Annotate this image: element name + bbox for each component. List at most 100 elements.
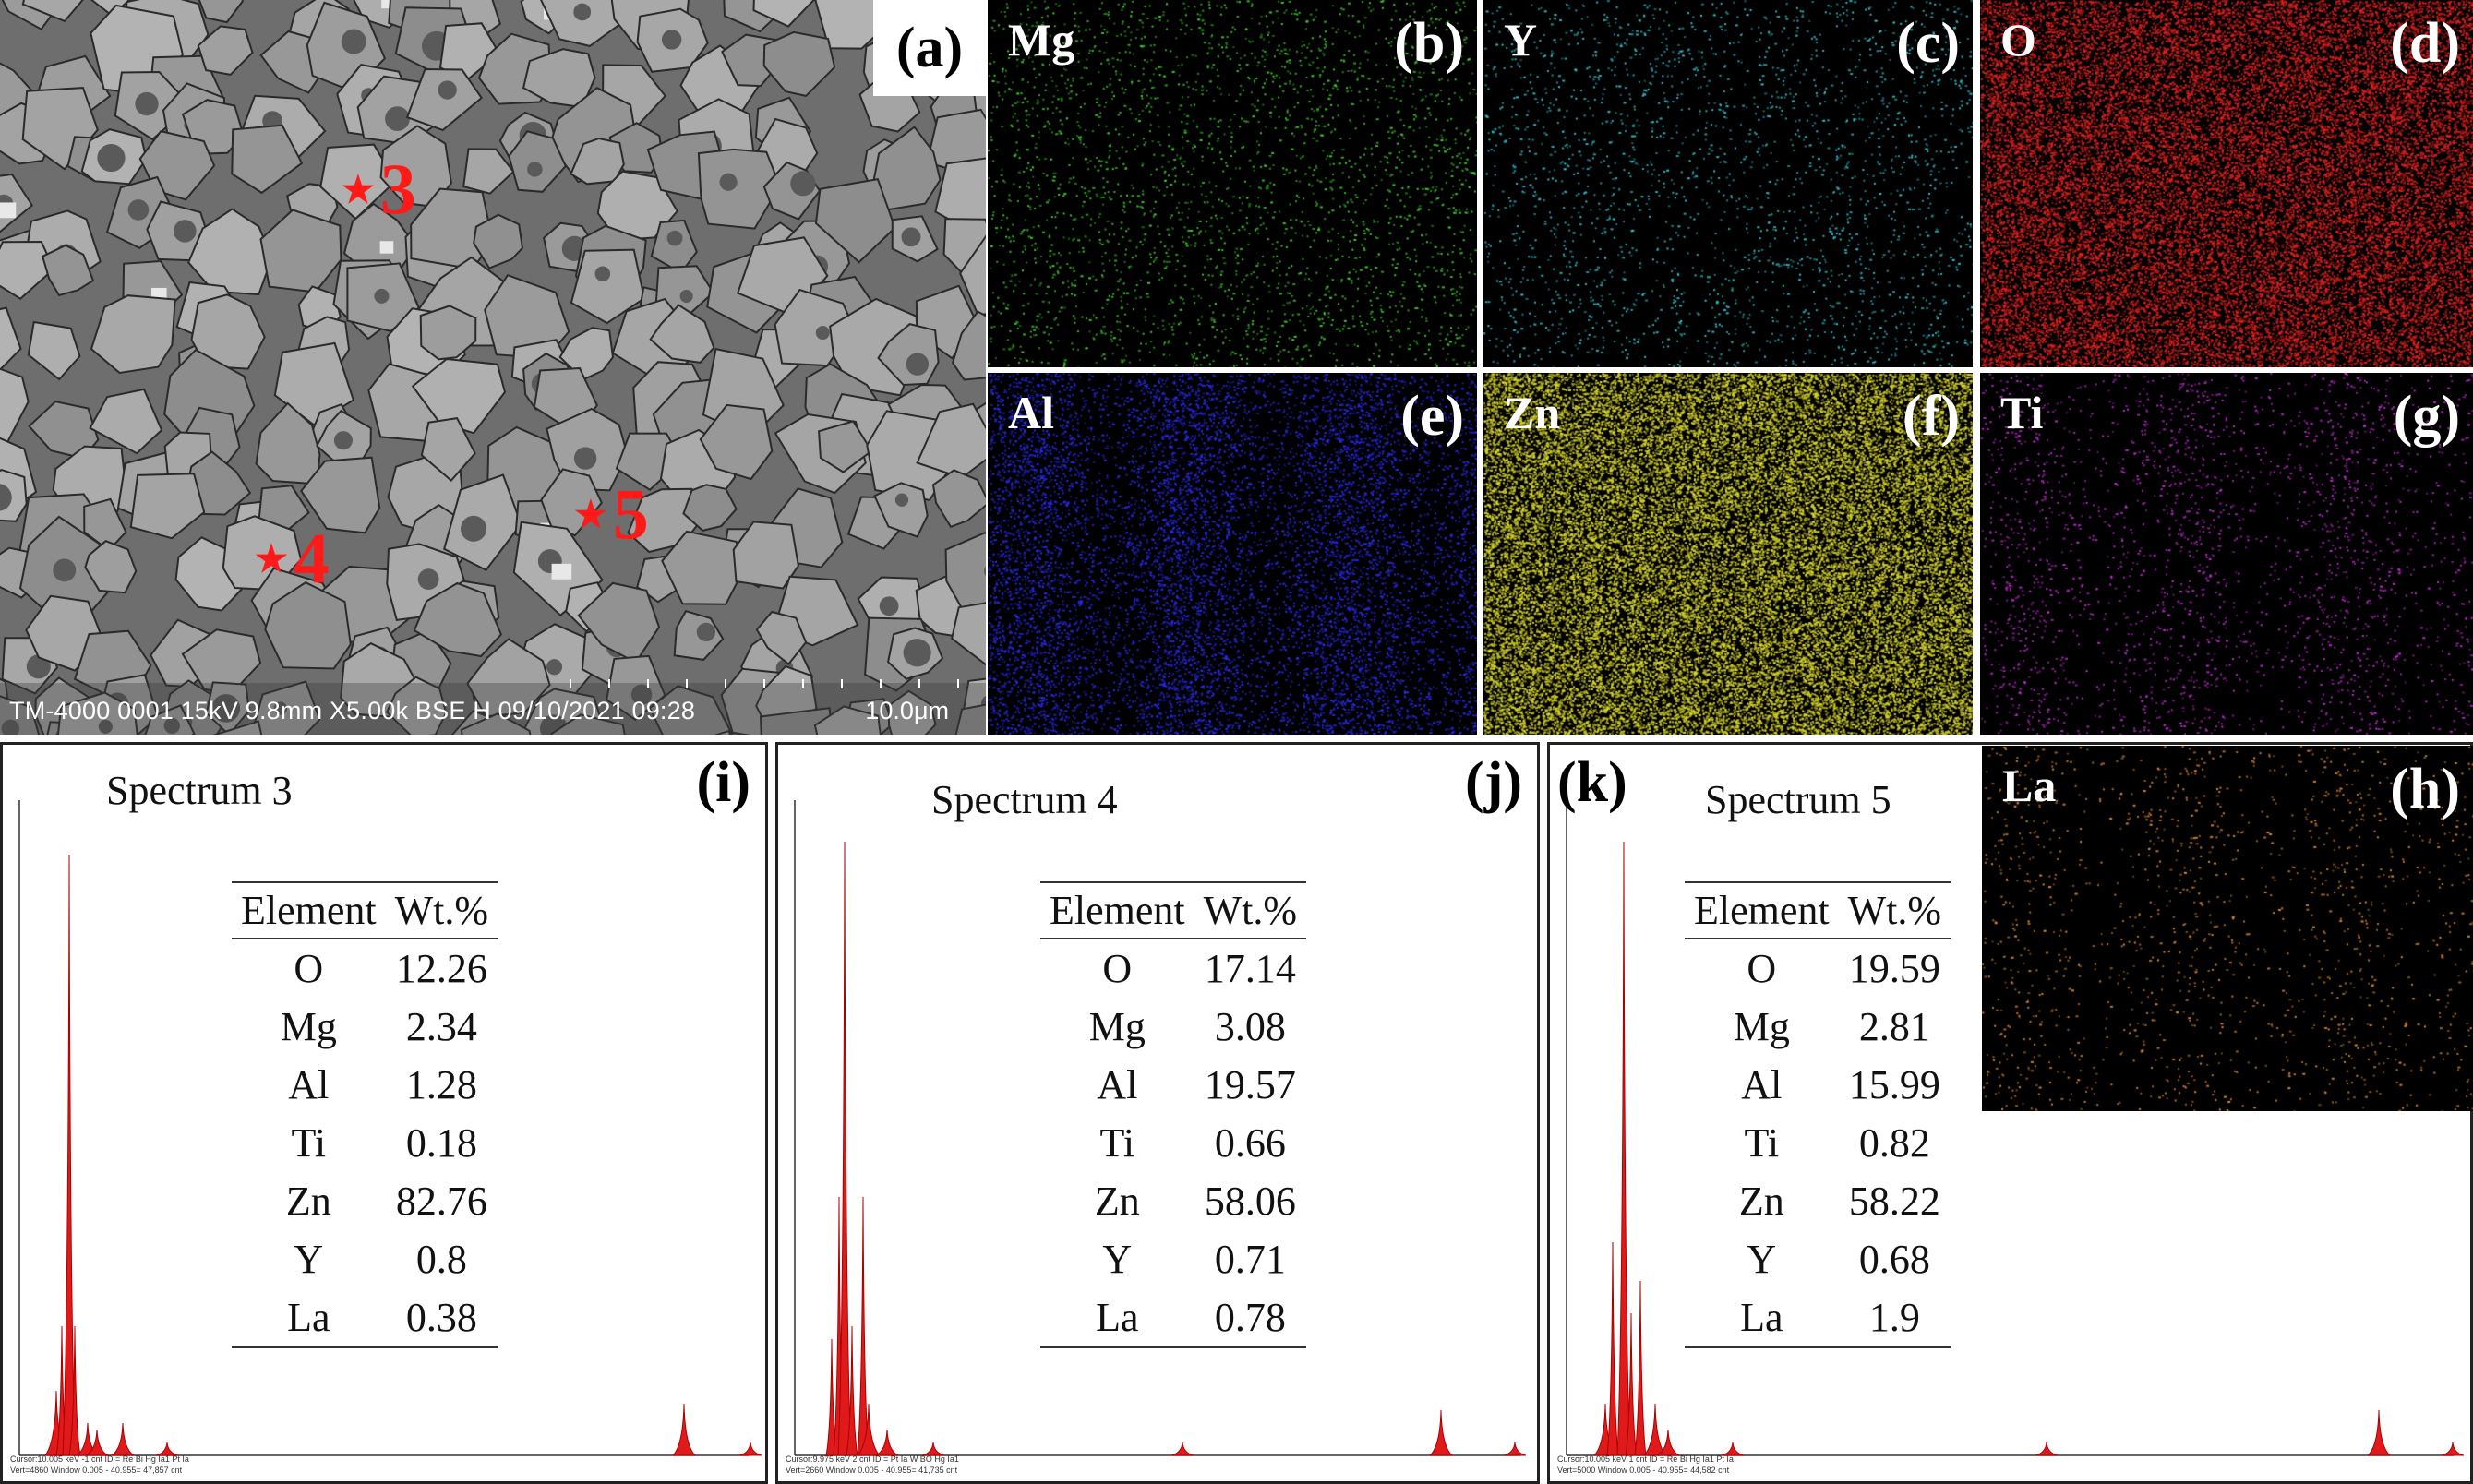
column-header: Wt.% (385, 881, 498, 939)
spectrum-peak (671, 1403, 697, 1456)
panel-letter-h: (h) (2390, 758, 2460, 820)
panel-letter-f: (f) (1903, 385, 1960, 448)
map-dots (1980, 0, 2473, 367)
table-row: Y 0.8 (294, 1237, 467, 1282)
spectrum-title: Spectrum 4 (931, 777, 1118, 822)
table-row: La 1.9 (1685, 1288, 1951, 1348)
spectrum-peak (921, 1442, 945, 1456)
map-dots (1483, 0, 1973, 367)
map-dots (1980, 373, 2473, 735)
panel-letter-c: (c) (1896, 12, 1960, 75)
table-row: Ti 0.66 (1099, 1120, 1286, 1166)
panel-letter-g: (g) (2393, 385, 2460, 448)
spectrum-footer: Cursor:10.005 keV 1 cnt ID = Re Bi Hg Ia… (1557, 1454, 1734, 1475)
column-header: Element (232, 881, 386, 939)
element-label: Y (1504, 14, 1538, 66)
table-row: O 12.26 (294, 946, 487, 991)
spot-marker-4: ★ 4 (255, 518, 330, 598)
element-label: Ti (2000, 387, 2044, 438)
spectrum-peak (1721, 1442, 1745, 1456)
spectrum-panel-3: Spectrum 3 (i) Element Wt.% O 12.26 Mg 2.3… (0, 742, 768, 1484)
table-row: Mg 2.34 (280, 1004, 477, 1049)
spectrum-peak (110, 1422, 136, 1456)
star-icon: ★ (574, 493, 607, 535)
spectrum-footer: Cursor:10.005 keV -1 cnt ID = Re Bi Hg I… (10, 1454, 189, 1475)
spectrum-peak (738, 1442, 762, 1456)
element-label: Zn (1504, 387, 1561, 438)
element-label: Al (1008, 387, 1054, 438)
spectrum-peak (1625, 1312, 1638, 1456)
table-row: O 17.14 (1102, 946, 1296, 991)
spectrum-peak (1642, 1403, 1668, 1456)
spot-marker-3: ★ 3 (342, 149, 416, 229)
composition-table: Element Wt.% O 19.59 Mg 2.81 Al 15.99 Ti 0.8… (1685, 881, 1951, 1348)
panel-letter-i: (i) (696, 751, 750, 814)
table-row: Ti 0.18 (291, 1120, 477, 1166)
spectrum-peak (857, 1196, 870, 1456)
table-row: Zn 58.06 (1094, 1179, 1296, 1224)
table-row: Y 0.68 (1747, 1237, 1930, 1282)
star-icon: ★ (255, 537, 288, 580)
table-row: Zn 82.76 (285, 1179, 487, 1224)
column-header: Wt.% (1194, 881, 1307, 939)
spectrum-panel-4: Spectrum 4 (j) Element Wt.% O 17.14 Mg 3.0… (775, 742, 1540, 1484)
table-row: Y 0.71 (1102, 1237, 1286, 1282)
panel-letter-e: (e) (1400, 385, 1464, 448)
map-dots (988, 373, 1477, 735)
panel-letter-d: (d) (2390, 12, 2460, 75)
table-row: Mg 3.08 (1088, 1004, 1286, 1049)
table-row: Zn 58.22 (1738, 1179, 1940, 1224)
spectrum-peak (1606, 1241, 1619, 1456)
spectrum-peak (856, 1403, 882, 1456)
element-label: Mg (1008, 14, 1075, 66)
panel-letter-k: (k) (1557, 751, 1627, 814)
map-la: La (h) (1982, 746, 2473, 1111)
map-dots (1483, 373, 1973, 735)
table-row: Al 15.99 (1741, 1062, 1940, 1107)
star-icon: ★ (342, 168, 375, 210)
spectrum-peak (1634, 1280, 1647, 1456)
spectrum-peak (2441, 1442, 2465, 1456)
table-row: Mg 2.81 (1733, 1004, 1930, 1049)
column-header: Element (1685, 881, 1839, 939)
column-header: Element (1040, 881, 1194, 939)
panel-letter-b: (b) (1394, 12, 1464, 75)
spectrum-peak (155, 1442, 179, 1456)
map-al: Al (e) (988, 373, 1477, 735)
sem-micrograph (0, 0, 986, 735)
spectrum-plot (794, 800, 1527, 1456)
scale-bar-label: 10.0μm (865, 697, 949, 724)
map-mg: Mg (b) (988, 0, 1477, 367)
composition-table: Element Wt.% O 12.26 Mg 2.34 Al 1.28 Ti 0.18… (232, 881, 498, 1348)
map-y: Y (c) (1483, 0, 1973, 367)
spectrum-peak (875, 1429, 899, 1456)
spectrum-peak (1428, 1409, 1454, 1456)
map-o: O (d) (1980, 0, 2473, 367)
spectrum-footer: Cursor:9.975 keV 2 cnt ID = Pt Ia W BO H… (786, 1454, 959, 1475)
spot-marker-5: ★ 5 (574, 473, 649, 554)
spectrum-title: Spectrum 5 (1705, 777, 1891, 822)
map-zn: Zn (f) (1483, 373, 1973, 735)
map-dots (1982, 746, 2473, 1111)
spectrum-peak (2035, 1442, 2059, 1456)
spectrum-title: Spectrum 3 (106, 768, 293, 813)
spectrum-peak (837, 841, 852, 1456)
spectrum-peak (1503, 1442, 1527, 1456)
table-row: Al 19.57 (1097, 1062, 1296, 1107)
element-label: O (2000, 14, 2036, 66)
spectrum-peak (68, 1325, 81, 1456)
panel-letter-a: (a) (873, 0, 986, 96)
table-header-row: Element Wt.% (232, 881, 498, 939)
map-ti: Ti (g) (1980, 373, 2473, 735)
table-header-row: Element Wt.% (1685, 881, 1951, 939)
spectrum-peak (2366, 1409, 2392, 1456)
spectrum-plot (18, 800, 762, 1456)
sem-info-bar: TM-4000 0001 15kV 9.8mm X5.00k BSE H 09/… (9, 697, 696, 724)
sem-image-panel: (a) ★ 3 ★ 4 ★ 5 TM-4000 0001 15kV 9.8mm X5.… (0, 0, 986, 735)
table-row: Al 1.28 (288, 1062, 477, 1107)
element-label: La (2002, 760, 2057, 811)
column-header: Wt.% (1838, 881, 1951, 939)
table-row: La 0.78 (1040, 1288, 1307, 1348)
composition-table: Element Wt.% O 17.14 Mg 3.08 Al 19.57 Ti 0.6… (1040, 881, 1307, 1348)
spectrum-peak (62, 854, 77, 1456)
